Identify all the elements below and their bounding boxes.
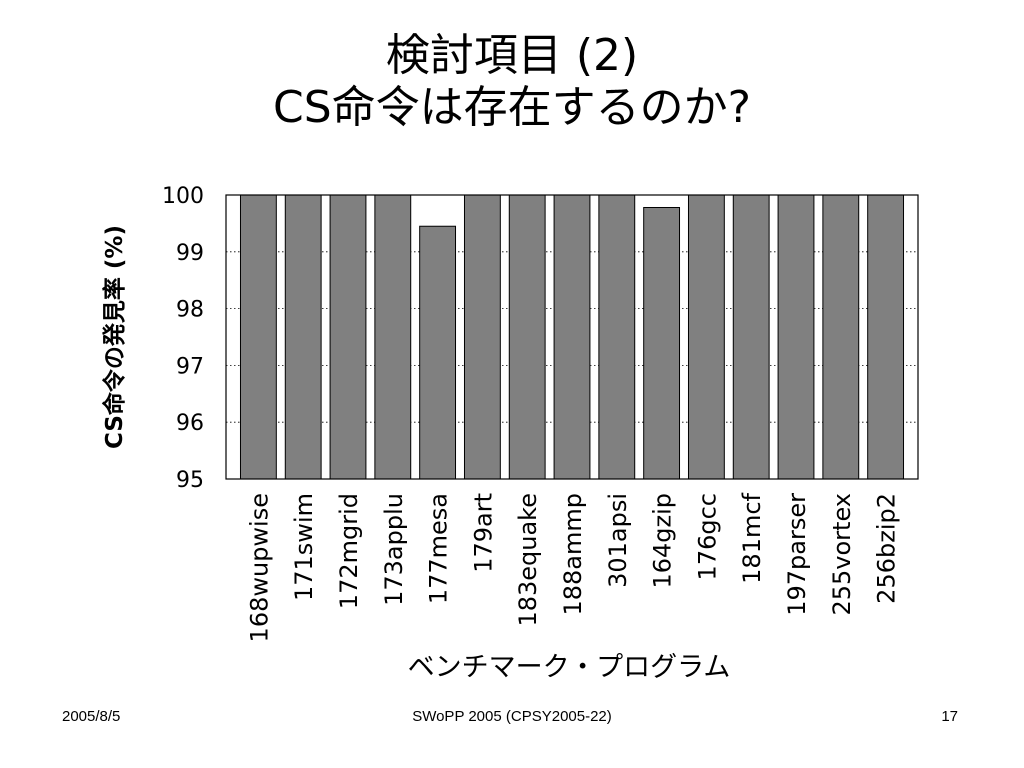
bar — [553, 194, 591, 480]
x-tick-label: 164gzip — [649, 493, 677, 589]
y-axis-label: CS命令の発見率 (%) — [101, 225, 128, 449]
y-tick-label: 100 — [162, 184, 204, 209]
bar — [687, 194, 725, 480]
x-tick-label: 168wupwise — [245, 493, 273, 642]
x-tick-label: 172mgrid — [335, 493, 363, 609]
bars-group — [239, 194, 905, 480]
x-tick-label: 179art — [469, 493, 497, 573]
bar — [239, 194, 277, 480]
title-line-2: CS命令は存在するのか? — [272, 82, 751, 133]
y-tick-labels: 95 96 97 98 99 100 — [162, 184, 204, 493]
footer-date: 2005/8/5 — [62, 708, 121, 725]
footer-page-number: 17 — [941, 708, 958, 725]
x-tick-label: 256bzip2 — [873, 493, 901, 604]
bar — [777, 194, 815, 480]
bar — [374, 194, 412, 480]
x-tick-label: 183equake — [514, 493, 542, 627]
y-tick-label: 97 — [176, 354, 204, 379]
y-tick-label: 99 — [176, 241, 204, 266]
bar — [643, 206, 681, 480]
x-tick-label: 188ammp — [559, 493, 587, 616]
x-tick-label: 177mesa — [425, 493, 453, 604]
bar — [284, 194, 322, 480]
x-axis-label: ベンチマーク・プログラム — [408, 652, 731, 683]
x-tick-labels: 168wupwise 171swim 172mgrid 173applu 177mesa… — [245, 492, 900, 642]
bar — [508, 194, 546, 480]
x-tick-label: 176gcc — [693, 493, 721, 580]
x-tick-label: 197parser — [783, 493, 811, 616]
bar — [463, 194, 501, 480]
x-tick-label: 171swim — [290, 493, 318, 601]
slide-title: 検討項目 (2) CS命令は存在するのか? — [0, 30, 1024, 134]
bar — [598, 194, 636, 480]
title-line-1: 検討項目 (2) — [385, 30, 639, 81]
bar — [867, 194, 905, 480]
bar — [732, 194, 770, 480]
x-tick-label: 173applu — [380, 493, 408, 606]
x-tick-label: 255vortex — [828, 493, 856, 616]
y-tick-label: 98 — [176, 298, 204, 323]
y-tick-label: 96 — [176, 411, 204, 436]
bar — [822, 194, 860, 480]
bar — [419, 225, 457, 480]
y-tick-label: 95 — [176, 468, 204, 493]
x-tick-label: 301apsi — [604, 493, 632, 588]
plot-frame — [225, 194, 919, 480]
x-tick-label: 181mcf — [738, 492, 766, 583]
bar — [329, 194, 367, 480]
footer-conference: SWoPP 2005 (CPSY2005-22) — [412, 708, 612, 725]
